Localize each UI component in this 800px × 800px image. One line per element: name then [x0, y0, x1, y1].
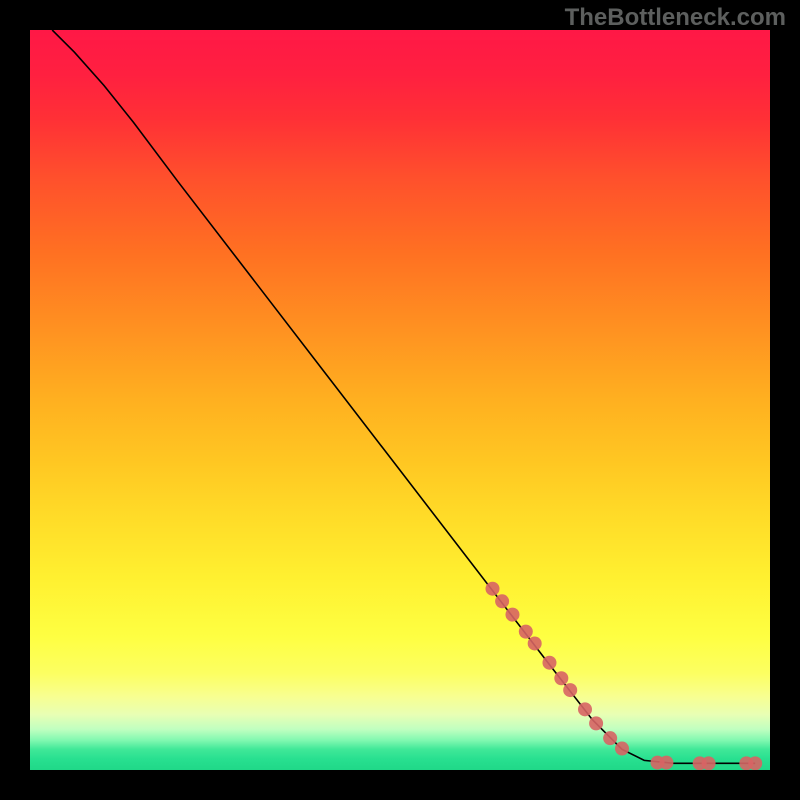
watermark-text: TheBottleneck.com: [565, 4, 786, 32]
curve-marker: [519, 625, 533, 639]
curve-marker: [563, 683, 577, 697]
curve-marker: [528, 636, 542, 650]
chart-overlay-svg: [30, 30, 770, 770]
curve-marker: [554, 671, 568, 685]
curve-marker: [486, 582, 500, 596]
curve-marker: [495, 594, 509, 608]
bottleneck-curve: [52, 30, 755, 763]
curve-marker: [615, 742, 629, 756]
curve-marker: [603, 731, 617, 745]
chart-plot-area: [30, 30, 770, 770]
curve-marker: [589, 716, 603, 730]
curve-markers-group: [486, 582, 763, 770]
curve-marker: [578, 702, 592, 716]
curve-marker: [542, 656, 556, 670]
curve-marker: [748, 756, 762, 770]
curve-marker: [659, 756, 673, 770]
curve-marker: [505, 608, 519, 622]
curve-marker: [702, 756, 716, 770]
